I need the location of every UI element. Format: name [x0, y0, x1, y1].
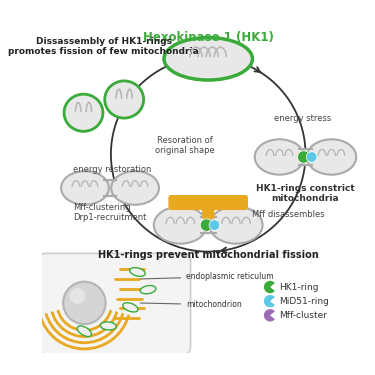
FancyBboxPatch shape	[39, 254, 190, 354]
Ellipse shape	[255, 139, 304, 175]
Circle shape	[69, 288, 85, 304]
Polygon shape	[105, 180, 116, 195]
Circle shape	[297, 151, 310, 163]
Ellipse shape	[111, 171, 159, 205]
Ellipse shape	[130, 268, 145, 276]
Text: endoplasmic reticulum: endoplasmic reticulum	[140, 272, 274, 281]
Ellipse shape	[61, 171, 109, 205]
Ellipse shape	[307, 139, 356, 175]
Text: HK1-ring: HK1-ring	[279, 282, 318, 291]
Circle shape	[306, 152, 317, 162]
Text: Mff-clustering
Drp1-recruitment: Mff-clustering Drp1-recruitment	[73, 203, 146, 222]
Text: energy restoration: energy restoration	[73, 165, 151, 174]
Circle shape	[63, 282, 106, 324]
Ellipse shape	[105, 81, 144, 118]
Wedge shape	[264, 309, 275, 321]
Text: HK1-rings constrict
mitochondria: HK1-rings constrict mitochondria	[256, 183, 355, 203]
FancyBboxPatch shape	[168, 195, 248, 210]
Ellipse shape	[140, 285, 156, 294]
Polygon shape	[300, 149, 311, 165]
Ellipse shape	[77, 326, 92, 336]
Text: Mff-cluster: Mff-cluster	[279, 311, 327, 320]
Ellipse shape	[100, 322, 116, 330]
Ellipse shape	[164, 38, 252, 80]
Circle shape	[200, 219, 213, 231]
Text: MiD51-ring: MiD51-ring	[279, 297, 329, 306]
Text: Mff disassembles: Mff disassembles	[252, 210, 324, 219]
Text: Hexokinase 1 (HK1): Hexokinase 1 (HK1)	[143, 30, 274, 44]
Polygon shape	[202, 217, 214, 234]
Ellipse shape	[154, 207, 207, 244]
Text: energy stress: energy stress	[274, 114, 332, 123]
Text: mitochondrion: mitochondrion	[140, 300, 242, 309]
Text: Dissassembly of HK1-rings
promotes fission of few mitochondria: Dissassembly of HK1-rings promotes fissi…	[9, 37, 199, 56]
Circle shape	[209, 220, 220, 230]
Text: Resoration of
original shape: Resoration of original shape	[155, 136, 215, 155]
Wedge shape	[264, 281, 275, 293]
Ellipse shape	[64, 94, 103, 131]
Text: HK1-rings prevent mitochondrial fission: HK1-rings prevent mitochondrial fission	[98, 250, 319, 260]
Ellipse shape	[123, 303, 138, 312]
Ellipse shape	[210, 207, 262, 244]
Wedge shape	[264, 295, 275, 307]
FancyBboxPatch shape	[202, 205, 214, 219]
